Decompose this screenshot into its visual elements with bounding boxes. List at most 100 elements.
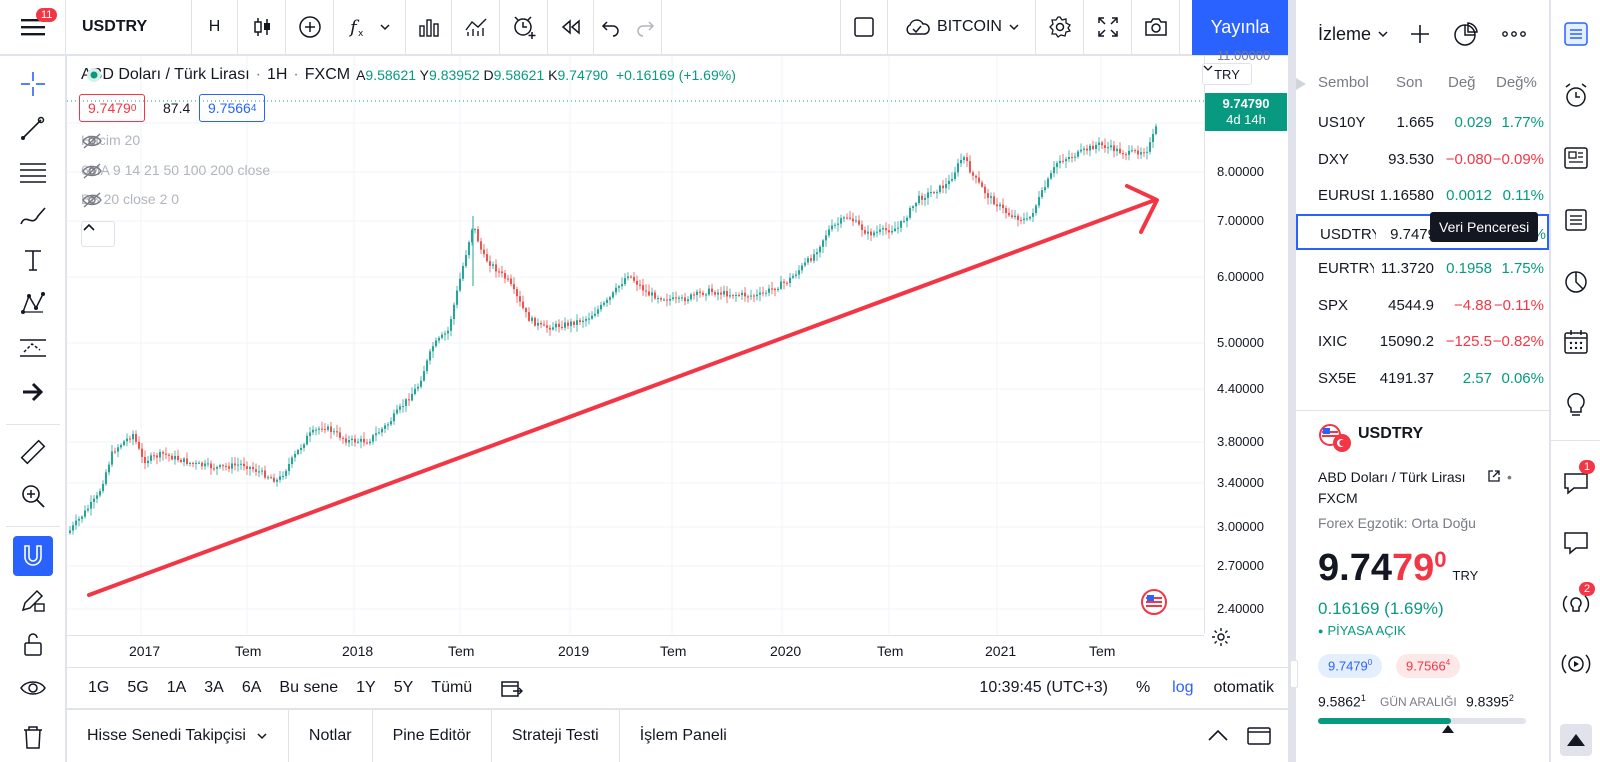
- alerts-toggle[interactable]: [1560, 80, 1592, 112]
- eye-off-icon[interactable]: [81, 132, 103, 150]
- tab-strategy-tester[interactable]: Strateji Testi: [492, 710, 620, 762]
- details-category[interactable]: Forex Egzotik: Orta Doğu: [1318, 515, 1476, 531]
- range-button[interactable]: 3A: [204, 679, 224, 696]
- go-to-date-icon[interactable]: [499, 677, 524, 699]
- indicator-volume[interactable]: Hacim 20: [81, 132, 141, 150]
- range-button[interactable]: 5Y: [393, 679, 414, 696]
- watchlist-title[interactable]: İzleme: [1318, 23, 1372, 44]
- streams-toggle[interactable]: [1560, 588, 1592, 620]
- buy-price-box[interactable]: 9.7566 4: [199, 94, 266, 122]
- trend-line-tool[interactable]: [13, 108, 53, 148]
- column-symbol[interactable]: Sembol: [1318, 74, 1369, 91]
- tab-notes[interactable]: Notlar: [289, 710, 373, 762]
- magnet-tool[interactable]: [13, 536, 53, 576]
- watchlist-toggle[interactable]: [1560, 18, 1592, 50]
- replay-button[interactable]: [548, 0, 594, 55]
- settings-button[interactable]: [1036, 0, 1084, 55]
- fullscreen-toggle-button[interactable]: [840, 0, 888, 55]
- range-button[interactable]: 5G: [127, 679, 149, 696]
- private-chats-toggle[interactable]: [1560, 526, 1592, 558]
- details-symbol[interactable]: USDTRY: [1358, 425, 1424, 442]
- symbol-search-button[interactable]: USDTRY: [66, 0, 192, 55]
- pattern-tool[interactable]: [13, 284, 53, 324]
- ideas-toggle[interactable]: [1560, 388, 1592, 420]
- watchlist-row[interactable]: US10Y 1.665 0.029 1.77%: [1296, 104, 1549, 140]
- fullscreen-button[interactable]: [1084, 0, 1132, 55]
- brush-tool[interactable]: [13, 196, 53, 236]
- eye-off-icon[interactable]: [81, 191, 103, 209]
- add-symbol-icon[interactable]: [1408, 22, 1432, 46]
- news-toggle[interactable]: [1560, 142, 1592, 174]
- hotlists-toggle[interactable]: [1560, 266, 1592, 298]
- watchlist-row[interactable]: EURUSD 1.16580 0.0012 0.11%: [1296, 177, 1549, 213]
- layout-name-button[interactable]: BITCOIN: [888, 0, 1036, 55]
- watchlist-row[interactable]: DXY 93.530 −0.080 −0.09%: [1296, 141, 1549, 177]
- chart-type-button[interactable]: [238, 0, 286, 55]
- price-chart[interactable]: [67, 56, 1288, 667]
- undo-button[interactable]: [594, 0, 628, 55]
- chevron-down-icon[interactable]: [1377, 29, 1389, 39]
- range-button[interactable]: 1G: [88, 679, 110, 696]
- pie-chart-icon[interactable]: [1452, 20, 1480, 48]
- publish-button[interactable]: Yayınla: [1192, 0, 1288, 55]
- more-icon[interactable]: [1500, 24, 1528, 44]
- trend-arrow-drawing[interactable]: [87, 198, 1157, 597]
- live-toggle[interactable]: [1560, 648, 1592, 680]
- chart-area[interactable]: ABD Doları / Türk Lirası · 1H · FXCM A9.…: [67, 48, 1288, 667]
- layout-button[interactable]: [452, 0, 500, 55]
- currency-selector[interactable]: TRY: [1202, 63, 1252, 85]
- auto-toggle[interactable]: otomatik: [1213, 679, 1274, 696]
- eye-off-icon[interactable]: [81, 162, 103, 180]
- text-tool[interactable]: [13, 240, 53, 280]
- range-button[interactable]: 1Y: [356, 679, 376, 696]
- interval-button[interactable]: H: [192, 0, 238, 55]
- range-button[interactable]: 6A: [241, 679, 262, 696]
- range-button[interactable]: 1A: [166, 679, 187, 696]
- prediction-tool[interactable]: [13, 328, 53, 368]
- panel-resize-handle[interactable]: [1290, 660, 1298, 688]
- fib-tool[interactable]: [13, 152, 53, 192]
- external-link-icon[interactable]: [1486, 468, 1502, 484]
- range-button[interactable]: Tümü: [431, 679, 473, 696]
- sell-price-box[interactable]: 9.7479 0: [79, 94, 146, 122]
- watchlist-row[interactable]: IXIC 15090.2 −125.5 −0.82%: [1296, 323, 1549, 359]
- column-last[interactable]: Son: [1396, 74, 1423, 91]
- calendar-toggle[interactable]: [1560, 326, 1592, 358]
- alert-button[interactable]: [500, 0, 548, 55]
- log-toggle[interactable]: log: [1172, 679, 1194, 696]
- column-change[interactable]: Değ: [1448, 74, 1476, 91]
- watchlist-row[interactable]: SPX 4544.9 −4.88 −0.11%: [1296, 287, 1549, 323]
- snapshot-button[interactable]: [1132, 0, 1180, 55]
- watchlist-row[interactable]: EURTRY 11.3720 0.1958 1.75%: [1296, 250, 1549, 286]
- remove-drawings-tool[interactable]: [13, 716, 53, 756]
- order-panel-toggle[interactable]: [1560, 724, 1592, 756]
- symbol-title[interactable]: ABD Doları / Türk Lirası: [81, 66, 250, 83]
- zoom-tool[interactable]: [13, 476, 53, 516]
- stay-drawing-tool[interactable]: [13, 580, 53, 620]
- main-menu-button[interactable]: 11: [0, 0, 66, 55]
- watchlist-row[interactable]: SX5E 4191.37 2.57 0.06%: [1296, 360, 1549, 396]
- indicator-bb[interactable]: BB 20 close 2 0: [81, 191, 180, 209]
- hide-drawings-tool[interactable]: [13, 668, 53, 708]
- templates-button[interactable]: [406, 0, 452, 55]
- indicator-ma[interactable]: 6MA 9 14 21 50 100 200 close: [81, 162, 271, 180]
- arrow-tool[interactable]: [13, 372, 53, 412]
- lock-drawings-tool[interactable]: [13, 624, 53, 664]
- crosshair-tool[interactable]: [13, 64, 53, 104]
- measure-tool[interactable]: [13, 432, 53, 472]
- redo-button[interactable]: [628, 0, 662, 55]
- percent-toggle[interactable]: %: [1135, 679, 1151, 696]
- column-change-pct[interactable]: Değ%: [1496, 74, 1537, 91]
- resize-handle-icon[interactable]: [1296, 78, 1306, 90]
- tab-pine-editor[interactable]: Pine Editör: [373, 710, 492, 762]
- chevron-up-icon[interactable]: [1206, 726, 1230, 746]
- details-bid[interactable]: 9.74790: [1318, 654, 1383, 678]
- collapse-legend-button[interactable]: [81, 221, 115, 247]
- range-button[interactable]: Bu sene: [279, 679, 339, 696]
- compare-button[interactable]: [286, 0, 334, 55]
- time-axis[interactable]: [67, 635, 1204, 667]
- tab-stock-screener[interactable]: Hisse Senedi Takipçisi: [67, 710, 289, 762]
- clock-timezone[interactable]: 10:39:45 (UTC+3): [979, 679, 1108, 696]
- details-ask[interactable]: 9.75664: [1396, 654, 1461, 678]
